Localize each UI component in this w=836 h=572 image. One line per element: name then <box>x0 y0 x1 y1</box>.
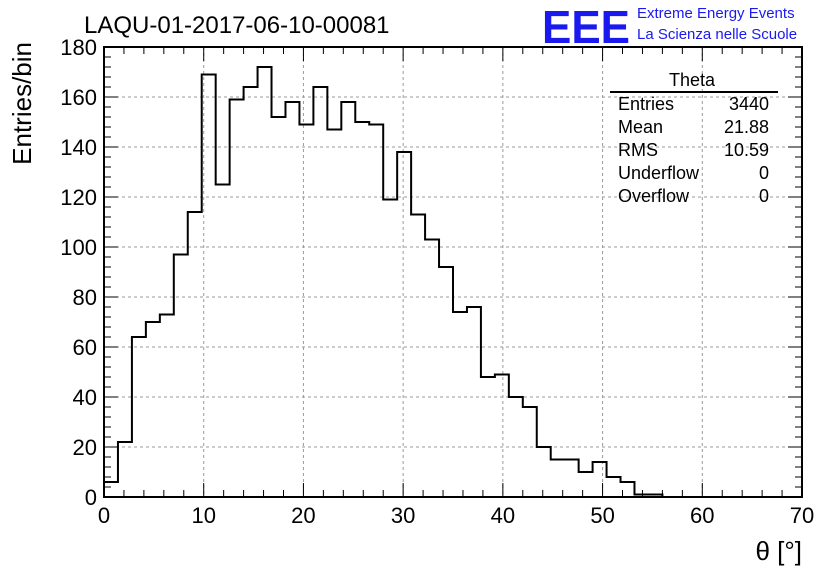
y-tick-label: 60 <box>73 335 97 360</box>
stats-label-overflow: Overflow <box>618 186 690 206</box>
y-tick-label: 100 <box>60 235 97 260</box>
y-tick-label: 80 <box>73 285 97 310</box>
axis-ticks <box>103 46 803 498</box>
x-tick-label: 60 <box>690 503 714 528</box>
y-tick-label: 160 <box>60 85 97 110</box>
stats-value-rms: 10.59 <box>724 140 769 160</box>
grid-lines <box>104 47 802 497</box>
stats-value-underflow: 0 <box>759 163 769 183</box>
y-tick-label: 0 <box>85 485 97 510</box>
stats-label-entries: Entries <box>618 94 674 114</box>
eee-logo-line1: Extreme Energy Events <box>637 5 795 22</box>
run-title: LAQU-01-2017-06-10-00081 <box>84 12 390 39</box>
stats-label-mean: Mean <box>618 117 663 137</box>
stats-box: Theta Entries 3440 Mean 21.88 RMS 10.59 … <box>610 70 778 206</box>
y-tick-label: 140 <box>60 135 97 160</box>
stats-label-rms: RMS <box>618 140 658 160</box>
y-tick-label: 20 <box>73 435 97 460</box>
plot-frame <box>103 46 803 498</box>
x-axis-label: θ [°] <box>755 536 802 566</box>
x-tick-label: 30 <box>391 503 415 528</box>
x-tick-label: 20 <box>291 503 315 528</box>
x-tick-labels: 0 10 20 30 40 50 60 70 <box>98 503 814 528</box>
x-tick-label: 40 <box>491 503 515 528</box>
eee-logo-line2: La Scienza nelle Scuole <box>637 26 797 43</box>
y-tick-label: 180 <box>60 35 97 60</box>
x-tick-label: 50 <box>590 503 614 528</box>
x-tick-label: 10 <box>191 503 215 528</box>
stats-value-mean: 21.88 <box>724 117 769 137</box>
y-tick-labels: 0 20 40 60 80 100 120 140 160 180 <box>60 35 97 510</box>
y-tick-label: 40 <box>73 385 97 410</box>
eee-logo: EEE Extreme Energy Events La Scienza nel… <box>542 1 797 53</box>
eee-logo-letters: EEE <box>542 1 630 53</box>
stats-value-overflow: 0 <box>759 186 769 206</box>
x-tick-label: 0 <box>98 503 110 528</box>
y-tick-label: 120 <box>60 185 97 210</box>
stats-label-underflow: Underflow <box>618 163 700 183</box>
stats-value-entries: 3440 <box>729 94 769 114</box>
histogram-step-line <box>103 66 802 498</box>
stats-box-title: Theta <box>669 70 716 90</box>
x-tick-label: 70 <box>790 503 814 528</box>
y-axis-label: Entries/bin <box>7 42 37 165</box>
